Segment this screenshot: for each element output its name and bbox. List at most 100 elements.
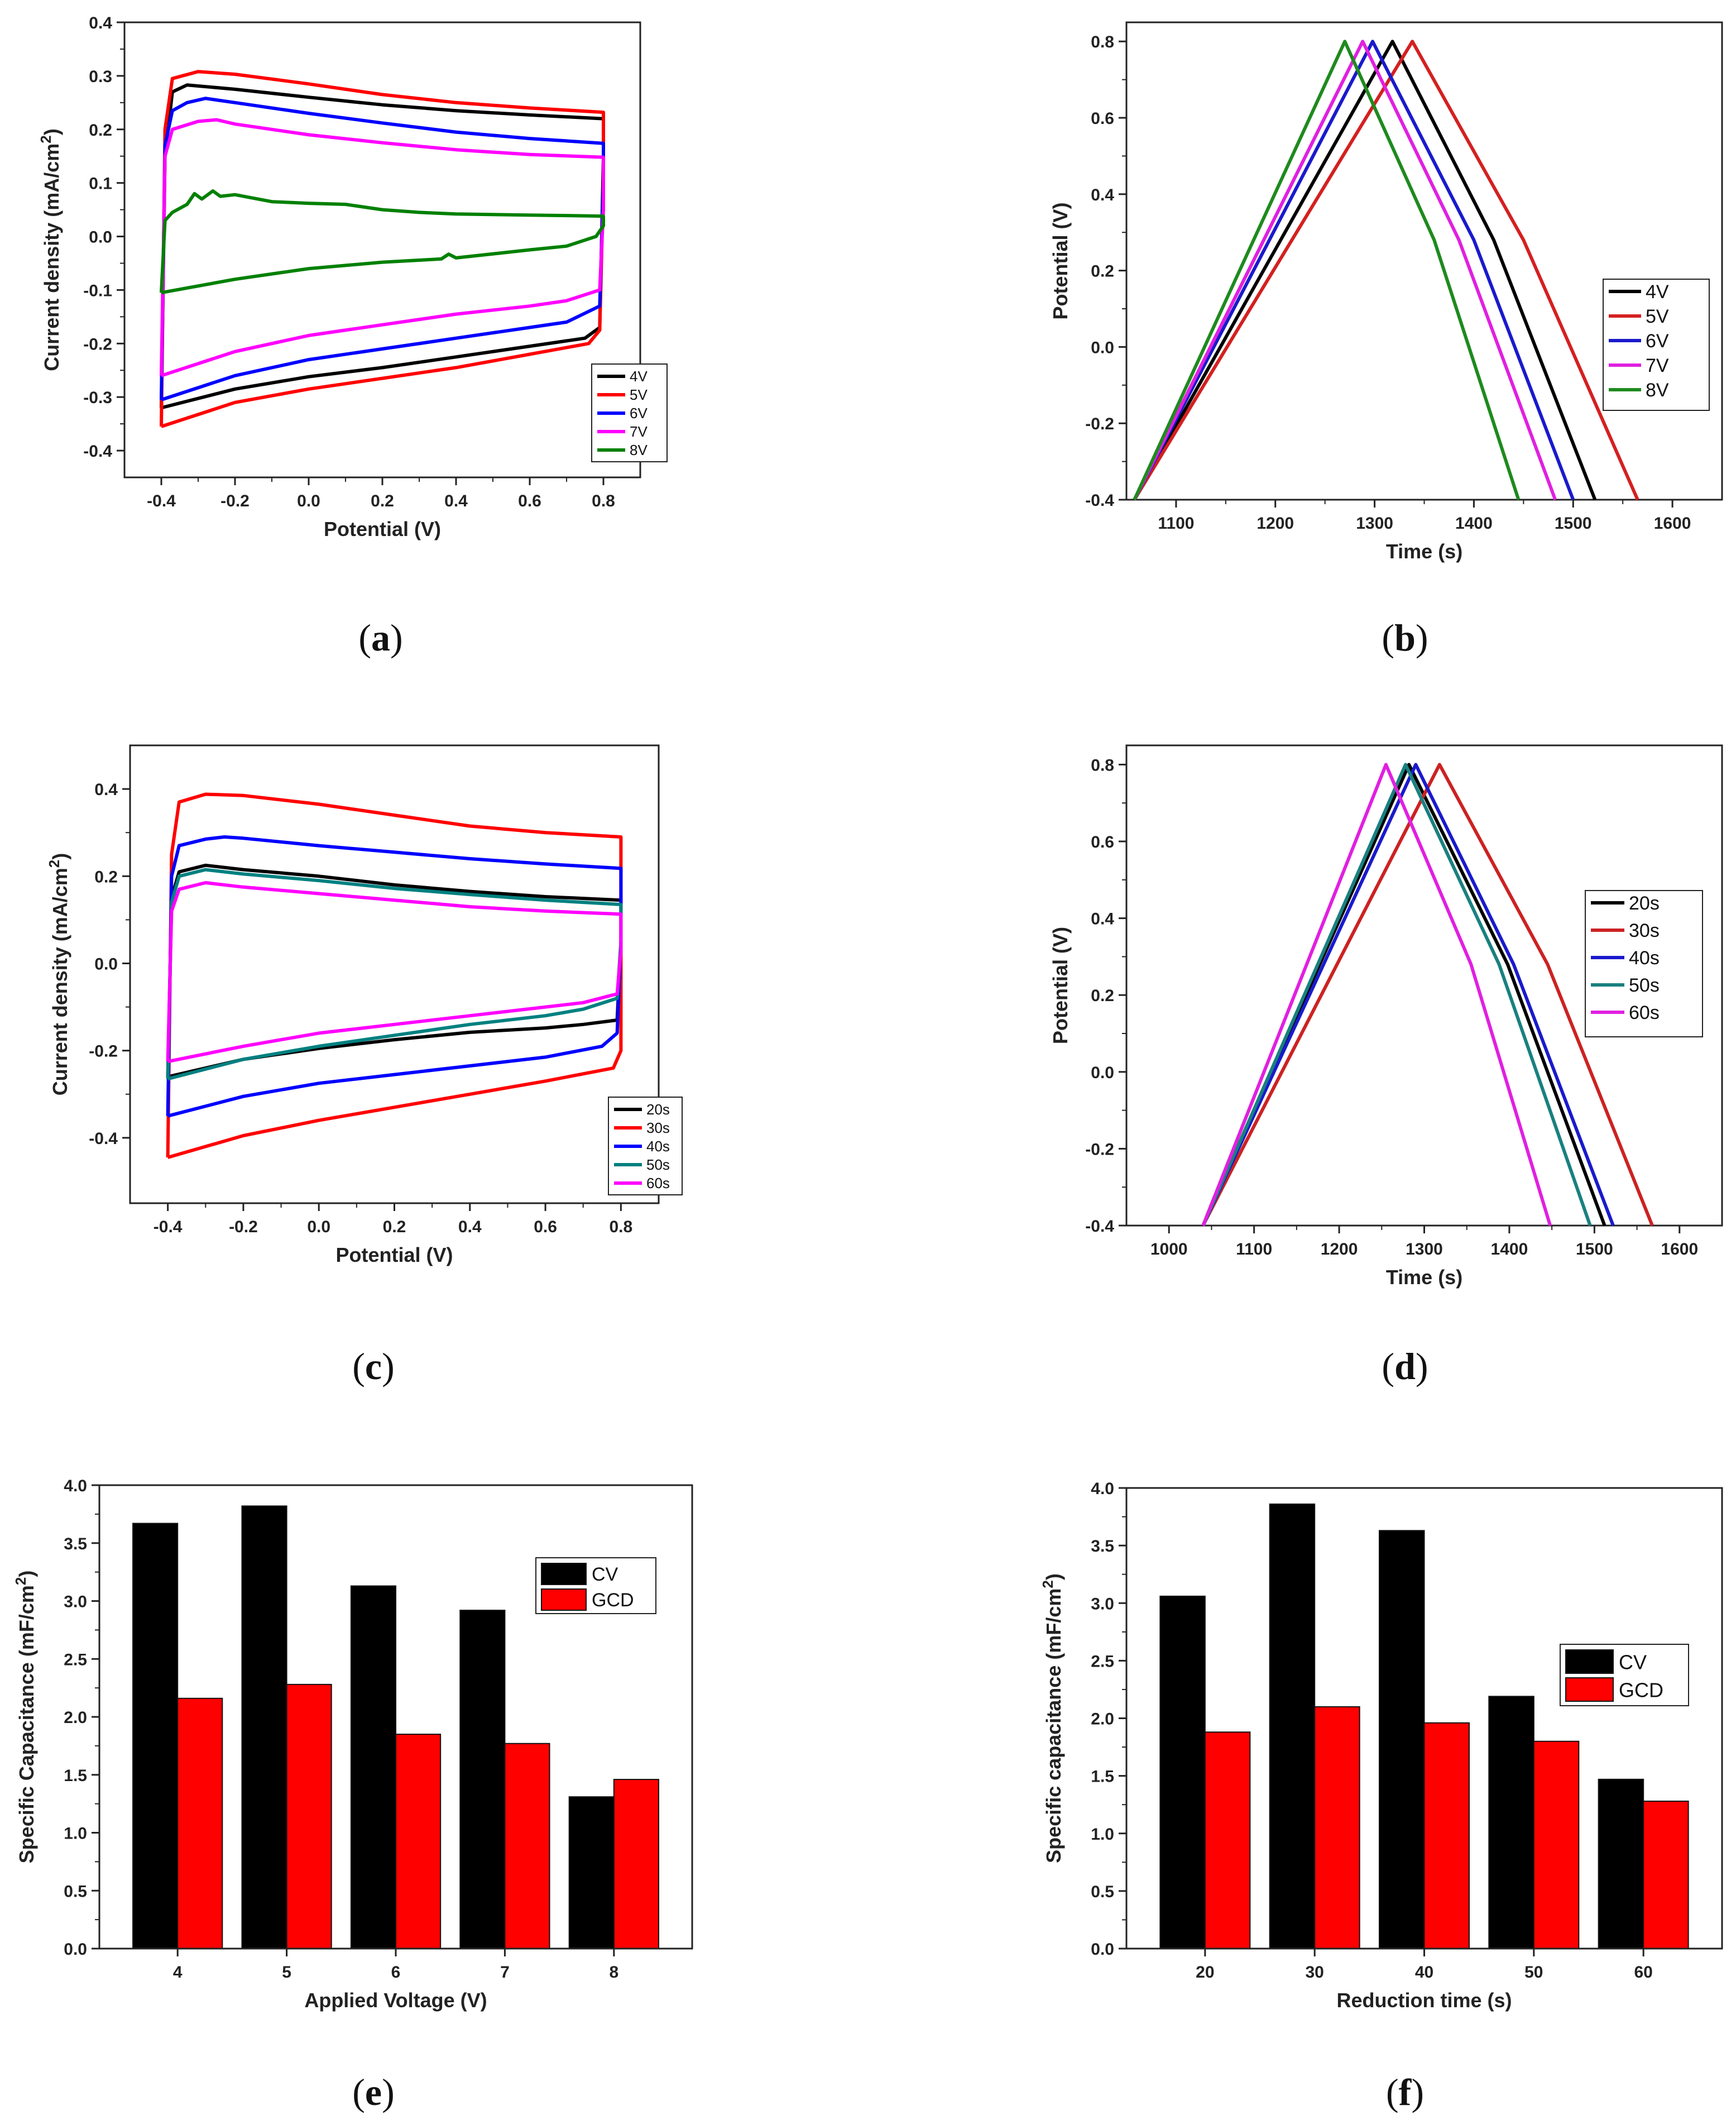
panel-label-letter: c (365, 1345, 382, 1387)
x-tick-label: -0.4 (154, 1218, 183, 1236)
legend-label-CV: CV (592, 1564, 618, 1585)
y-axis-title-end: ) (49, 853, 71, 860)
legend-label-7V: 7V (630, 423, 648, 440)
series-line-60s (166, 881, 623, 1064)
y-tick-label: 3.0 (1091, 1595, 1114, 1613)
bar-GCD-50 (1533, 1740, 1580, 1949)
y-tick-label: 4.0 (1091, 1480, 1114, 1498)
series-line-8V (160, 189, 605, 295)
panel-label-close: ) (382, 2071, 395, 2113)
legend-label-30s: 30s (646, 1119, 670, 1136)
x-tick-label: 1400 (1455, 514, 1493, 533)
panel-label-letter: d (1394, 1345, 1416, 1387)
y-axis-title: Potential (V) (1049, 202, 1072, 319)
x-tick-label: -0.4 (147, 492, 176, 510)
x-tick-label: 1100 (1236, 1240, 1272, 1258)
x-tick-label: 50 (1524, 1963, 1543, 1982)
y-tick-label: 2.0 (1091, 1710, 1114, 1729)
panel-label-close: ) (1411, 2071, 1424, 2113)
panel-a: -0.4 -0.2 0.0 0.2 0.4 0.6 0.8 -0.4 -0.3 -0.2 -0.1 0… (37, 14, 668, 540)
legend: CV GCD (1560, 1644, 1689, 1706)
x-tick-label: 1100 (1158, 514, 1194, 533)
series-line-50s (1201, 763, 1592, 1227)
legend-label-GCD: GCD (1619, 1678, 1663, 1701)
x-tick-label: 1400 (1491, 1240, 1528, 1258)
y-tick-label: 3.0 (64, 1593, 87, 1611)
bar-CV-20 (1159, 1595, 1206, 1949)
y-tick-label: -0.2 (83, 335, 112, 353)
y-tick-label: 0.6 (1091, 109, 1114, 128)
panel-e: 0.0 0.5 1.0 1.5 2.0 2.5 3.0 3.5 4.0 Applied Volta… (12, 1477, 693, 2012)
plot-frame (1125, 21, 1723, 501)
y-tick-label: 1.0 (1091, 1825, 1114, 1844)
panel-label-open: ( (1386, 2071, 1399, 2113)
panel-d: 1000 1100 1200 1300 1400 1500 1600 -0.4 -0.2 0.0 0… (1049, 744, 1723, 1289)
y-tick-label: 0.0 (89, 228, 112, 247)
plot-frame (1125, 744, 1723, 1227)
plot-frame-top (1125, 1487, 1723, 1950)
x-tick-label: 1600 (1661, 1240, 1698, 1258)
panel-label-close: ) (390, 616, 403, 659)
x-tick-label: 0.6 (518, 492, 541, 510)
x-axis-title: Potential (V) (335, 1243, 453, 1266)
panel-label-b: (b) (1382, 616, 1428, 659)
legend-label-CV: CV (1619, 1650, 1647, 1673)
y-tick-label: 0.0 (94, 955, 118, 973)
panel-label-open: ( (352, 1345, 365, 1387)
panel-label-d: (d) (1382, 1345, 1428, 1387)
y-tick-label: 0.8 (1091, 33, 1114, 51)
y-axis-title: Current density (mA/cm2) (46, 853, 71, 1096)
y-tick-label: 0.2 (1091, 987, 1114, 1005)
y-axis-title-main: Potential (V) (1049, 202, 1072, 319)
bar-CV-7 (459, 1610, 506, 1950)
series-line-40s (1201, 763, 1615, 1227)
legend-label-4V: 4V (1646, 281, 1669, 303)
bar-GCD-5 (286, 1683, 332, 1949)
y-tick-label: 2.0 (64, 1709, 87, 1727)
y-tick-label: 0.3 (89, 68, 112, 86)
y-tick-label: 0.0 (1091, 1940, 1114, 1959)
x-tick-label: 0.0 (307, 1218, 330, 1236)
legend-label-7V: 7V (1646, 355, 1669, 376)
panel-f: 0.0 0.5 1.0 1.5 2.0 2.5 3.0 3.5 4.0 Reduction tim… (1039, 1480, 1723, 2012)
x-tick-label: 30 (1305, 1963, 1323, 1982)
x-tick-label: 0.8 (592, 492, 615, 510)
x-tick-label: 8 (609, 1963, 618, 1982)
y-tick-label: 1.5 (64, 1767, 87, 1785)
x-tick-label: 0.2 (371, 492, 394, 510)
panel-label-e: (e) (352, 2071, 395, 2113)
legend-label-6V: 6V (630, 405, 648, 422)
bar-GCD-4 (177, 1697, 223, 1950)
bar-CV-6 (350, 1585, 396, 1949)
bar-GCD-40 (1423, 1722, 1470, 1949)
y-axis-title-main: Current density (mA/cm (40, 143, 63, 371)
y-tick-label: 4.0 (64, 1477, 87, 1495)
y-axis-title-end: ) (1042, 1573, 1065, 1580)
x-tick-label: 1500 (1576, 1240, 1613, 1258)
panel-label-open: ( (358, 616, 371, 659)
x-tick-label: 6 (391, 1963, 401, 1982)
legend-label-20s: 20s (1629, 893, 1660, 914)
y-tick-label: 0.0 (1091, 1064, 1114, 1082)
plot-frame-top (98, 1484, 693, 1950)
x-tick-label: 1500 (1555, 514, 1592, 533)
y-tick-label: 1.0 (64, 1825, 87, 1843)
y-tick-label: 0.2 (1091, 262, 1114, 281)
y-tick-label: 0.2 (94, 868, 118, 886)
legend: 20s 30s 40s 50s 60s (1585, 890, 1703, 1037)
legend-label-50s: 50s (1629, 975, 1660, 996)
y-tick-label: 0.5 (64, 1882, 87, 1901)
x-tick-label: 1300 (1356, 514, 1393, 533)
y-axis-title-end: ) (15, 1571, 38, 1577)
x-tick-label: 60 (1634, 1963, 1652, 1982)
x-tick-label: 20 (1196, 1963, 1214, 1982)
legend-label-GCD: GCD (592, 1590, 634, 1611)
x-tick-label: 1200 (1321, 1240, 1358, 1258)
x-tick-label: -0.2 (220, 492, 250, 510)
x-axis-title: Potential (V) (324, 518, 441, 540)
y-tick-label: 2.5 (64, 1650, 87, 1669)
y-tick-label: 0.8 (1091, 756, 1114, 774)
